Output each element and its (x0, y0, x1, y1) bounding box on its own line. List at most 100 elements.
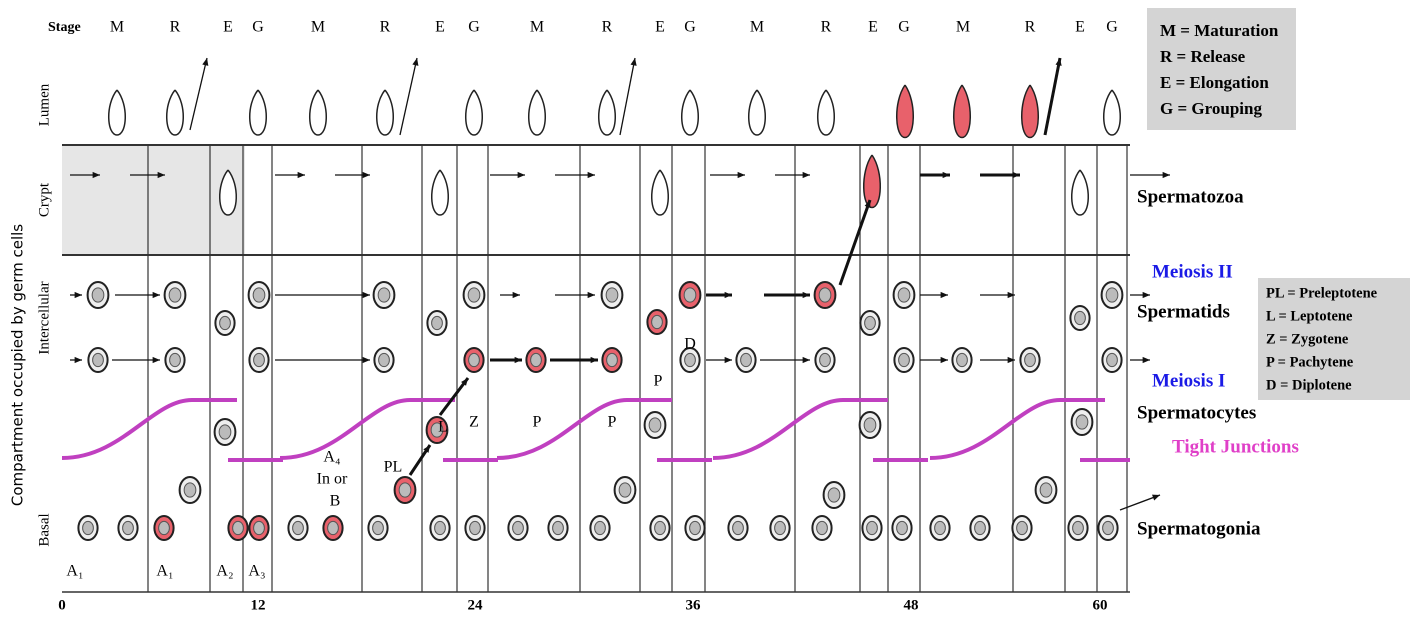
legend-item: R = Release (1160, 47, 1246, 66)
legend-item: PL = Preleptotene (1266, 285, 1378, 301)
nucleus (184, 483, 196, 497)
legend-item: P = Pachytene (1266, 354, 1354, 370)
arrowhead (1008, 292, 1015, 298)
legend-item: M = Maturation (1160, 21, 1279, 40)
nucleus (1103, 521, 1114, 534)
nucleus (233, 521, 244, 534)
nucleus (1107, 353, 1118, 366)
nucleus (513, 521, 524, 534)
row-label: Meiosis II (1152, 261, 1233, 282)
stage-label: M (750, 19, 764, 36)
arrow (400, 58, 417, 135)
stage-label: G (468, 19, 480, 36)
arrowhead (588, 292, 595, 298)
spermatid (1022, 85, 1039, 138)
arrowhead (75, 357, 82, 363)
arrowhead (725, 292, 732, 298)
arrow (1045, 58, 1060, 135)
arrowhead (588, 172, 595, 178)
spermatid (466, 90, 483, 135)
spermatid (1072, 170, 1089, 215)
x-tick-label: 48 (904, 597, 919, 613)
arrowhead (943, 172, 950, 178)
nucleus (957, 353, 968, 366)
nucleus (1017, 521, 1028, 534)
nucleus (865, 316, 876, 329)
nucleus (867, 521, 878, 534)
arrowhead (513, 292, 520, 298)
arrowhead (1163, 172, 1170, 178)
legend-item: D = Diplotene (1266, 377, 1352, 393)
nucleus (619, 483, 631, 497)
arrowhead (153, 292, 160, 298)
spermatid (167, 90, 184, 135)
row-label: Spermatocytes (1137, 402, 1256, 423)
stage-label: R (170, 19, 181, 36)
stage-label: E (655, 19, 665, 36)
compartment-label: Intercellular (36, 281, 52, 354)
nucleus (1040, 483, 1052, 497)
page: Compartment occupied by germ cells Sperm… (0, 0, 1422, 617)
spermatid (897, 85, 914, 138)
compartment-label: Lumen (36, 83, 52, 126)
nucleus (819, 288, 831, 302)
nucleus (220, 316, 231, 329)
nucleus (649, 418, 661, 432)
nucleus (219, 425, 231, 439)
x-tick-label: 36 (686, 597, 702, 613)
nucleus (531, 353, 542, 366)
nucleus (378, 288, 390, 302)
nucleus (1025, 353, 1036, 366)
cell-label: A₃ (248, 563, 265, 580)
stage-label: M (311, 19, 325, 36)
tight-junction (62, 400, 237, 458)
nucleus (828, 488, 840, 502)
cell-label: In or (317, 471, 348, 488)
stage-label: E (1075, 19, 1085, 36)
nucleus (470, 521, 481, 534)
spermatid (652, 170, 669, 215)
nucleus (595, 521, 606, 534)
nucleus (159, 521, 170, 534)
nucleus (652, 315, 663, 328)
row-label: Spermatids (1137, 301, 1230, 322)
spermatid (599, 90, 616, 135)
arrow (840, 200, 870, 285)
diagram: Compartment occupied by germ cells Sperm… (0, 0, 1422, 617)
axis-title: Compartment occupied by germ cells (9, 224, 27, 506)
cell-label: B (330, 493, 341, 510)
spermatid (818, 90, 835, 135)
nucleus (170, 353, 181, 366)
nucleus (399, 483, 411, 497)
row-label: Meiosis I (1152, 370, 1225, 391)
nucleus (92, 288, 104, 302)
nucleus (83, 521, 94, 534)
cell-label: P (654, 373, 663, 390)
nucleus (655, 521, 666, 534)
arrowhead (75, 292, 82, 298)
cell-label: D (684, 336, 696, 353)
nucleus (373, 521, 384, 534)
stage-label: G (684, 19, 696, 36)
stage-label: R (380, 19, 391, 36)
nucleus (817, 521, 828, 534)
nucleus (169, 288, 181, 302)
compartment-label: Basal (36, 513, 52, 546)
nucleus (432, 316, 443, 329)
stage-label: E (223, 19, 233, 36)
cell-label: PL (384, 459, 403, 476)
nucleus (899, 353, 910, 366)
nucleus (897, 521, 908, 534)
stage-label: R (821, 19, 832, 36)
spermatid (529, 90, 546, 135)
spermatid (954, 85, 971, 138)
nucleus (607, 353, 618, 366)
nucleus (93, 353, 104, 366)
legend-item: Z = Zygotene (1266, 331, 1349, 347)
stage-label: M (956, 19, 970, 36)
stage-label: G (252, 19, 264, 36)
nucleus (684, 288, 696, 302)
arrowhead (631, 58, 637, 66)
arrowhead (803, 357, 810, 363)
nucleus (685, 353, 696, 366)
